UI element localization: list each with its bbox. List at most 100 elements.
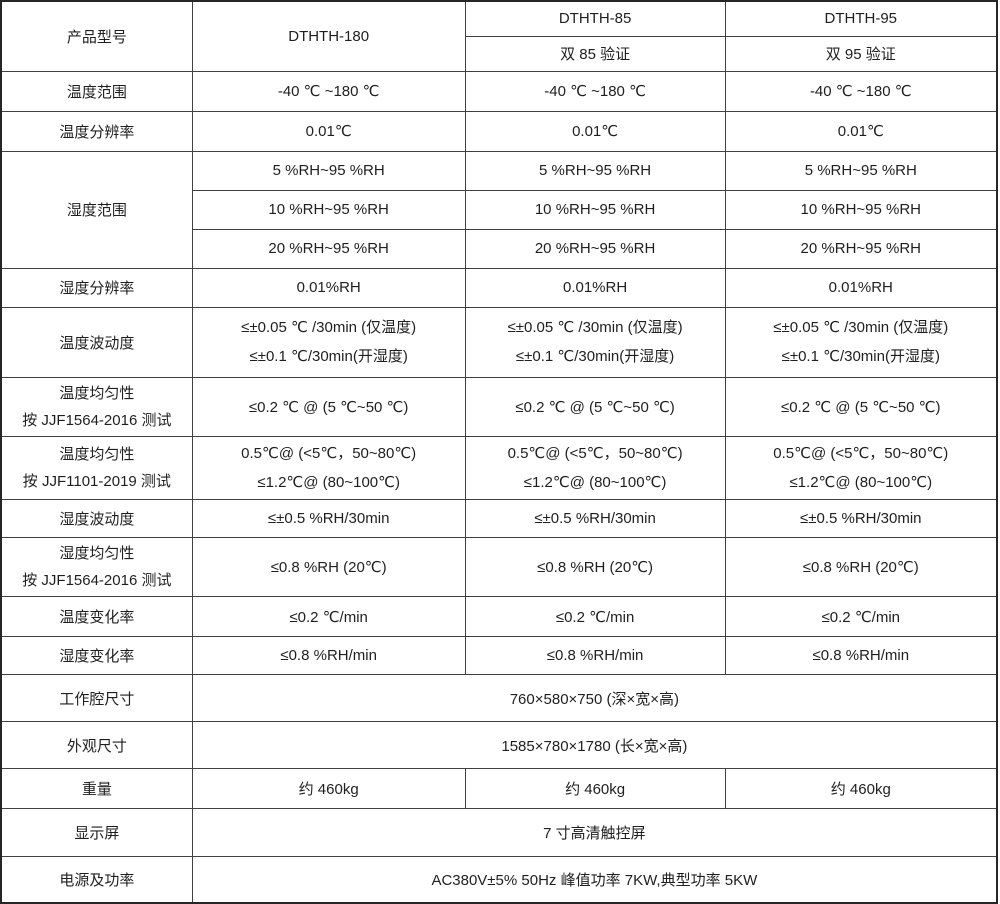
cell-humidity-uniformity-3: ≤0.8 %RH (20℃)	[724, 537, 998, 597]
row-humidity-change-rate: 湿度变化率 ≤0.8 %RH/min ≤0.8 %RH/min ≤0.8 %RH…	[0, 636, 998, 675]
row-temp-uniformity-1564: 温度均匀性 按 JJF1564-2016 测试 ≤0.2 ℃ @ (5 ℃~50…	[0, 376, 998, 437]
row-temp-fluctuation: 温度波动度 ≤±0.05 ℃ /30min (仅温度) ≤±0.1 ℃/30mi…	[0, 306, 998, 378]
cell-temp-change-rate-1: ≤0.2 ℃/min	[191, 596, 466, 637]
row-humidity-uniformity: 湿度均匀性 按 JJF1564-2016 测试 ≤0.8 %RH (20℃) ≤…	[0, 537, 998, 597]
cell-temp-uniformity-1564-2: ≤0.2 ℃ @ (5 ℃~50 ℃)	[464, 376, 726, 437]
cell-temp-fluctuation-2: ≤±0.05 ℃ /30min (仅温度) ≤±0.1 ℃/30min(开湿度)	[464, 306, 726, 378]
header-model-dthth95: DTHTH-95	[724, 0, 998, 37]
label-humidity-range: 湿度范围	[0, 150, 193, 269]
temp-uniformity-1101-label-line2: 按 JJF1101-2019 测试	[22, 472, 171, 490]
row-external-size: 外观尺寸 1585×780×1780 (长×宽×高)	[0, 721, 998, 769]
cell-humidity-resolution-3: 0.01%RH	[724, 267, 998, 308]
cell-humidity-range-r3c3: 20 %RH~95 %RH	[724, 228, 998, 269]
humidity-uniformity-label-line1: 湿度均匀性	[59, 545, 135, 562]
cell-humidity-fluctuation-3: ≤±0.5 %RH/30min	[724, 499, 998, 538]
label-temp-fluctuation: 温度波动度	[0, 306, 193, 378]
label-temp-range: 温度范围	[0, 70, 193, 112]
header-product-model: 产品型号	[0, 0, 193, 72]
row-weight: 重量 约 460kg 约 460kg 约 460kg	[0, 768, 998, 809]
temp-uniformity-1564-label-line2: 按 JJF1564-2016 测试	[22, 411, 172, 429]
cell-temp-uniformity-1101-1: 0.5℃@ (<5℃，50~80℃) ≤1.2℃@ (80~100℃)	[191, 435, 466, 500]
cell-temp-change-rate-2: ≤0.2 ℃/min	[464, 596, 726, 637]
label-temp-resolution: 温度分辨率	[0, 110, 193, 152]
cell-temp-uniformity-1564-3: ≤0.2 ℃ @ (5 ℃~50 ℃)	[724, 376, 998, 437]
temp-fluctuation-3-line1: ≤±0.05 ℃ /30min (仅温度)	[773, 318, 949, 336]
cell-humidity-uniformity-2: ≤0.8 %RH (20℃)	[464, 537, 726, 597]
cell-temp-fluctuation-1: ≤±0.05 ℃ /30min (仅温度) ≤±0.1 ℃/30min(开湿度)	[191, 306, 466, 378]
label-humidity-fluctuation: 湿度波动度	[0, 499, 193, 538]
cell-temp-uniformity-1101-2: 0.5℃@ (<5℃，50~80℃) ≤1.2℃@ (80~100℃)	[464, 435, 726, 500]
cell-temp-range-2: -40 ℃ ~180 ℃	[464, 70, 726, 112]
row-display: 显示屏 7 寸高清触控屏	[0, 808, 998, 857]
temp-fluctuation-2-line2: ≤±0.1 ℃/30min(开湿度)	[515, 348, 675, 365]
temp-fluctuation-1-line1: ≤±0.05 ℃ /30min (仅温度)	[241, 318, 417, 336]
cell-humidity-resolution-2: 0.01%RH	[464, 267, 726, 308]
label-display: 显示屏	[0, 808, 193, 857]
label-temp-change-rate: 温度变化率	[0, 596, 193, 637]
row-power: 电源及功率 AC380V±5% 50Hz 峰值功率 7KW,典型功率 5KW	[0, 856, 998, 903]
temp-fluctuation-1-line2: ≤±0.1 ℃/30min(开湿度)	[249, 348, 408, 365]
header-cert-95: 双 95 验证	[724, 35, 998, 72]
row-humidity-range-3: 20 %RH~95 %RH 20 %RH~95 %RH 20 %RH~95 %R…	[1, 228, 998, 269]
cell-humidity-uniformity-1: ≤0.8 %RH (20℃)	[191, 537, 466, 597]
label-humidity-change-rate: 湿度变化率	[0, 636, 193, 675]
cell-chamber-size: 760×580×750 (深×宽×高)	[191, 674, 998, 722]
temp-uniformity-1564-label-line1: 温度均匀性	[59, 384, 135, 402]
cell-humidity-range-r1c1: 5 %RH~95 %RH	[191, 150, 466, 191]
cell-power: AC380V±5% 50Hz 峰值功率 7KW,典型功率 5KW	[191, 856, 998, 903]
cell-temp-change-rate-3: ≤0.2 ℃/min	[724, 596, 998, 637]
cell-temp-range-1: -40 ℃ ~180 ℃	[191, 70, 466, 112]
cell-temp-resolution-2: 0.01℃	[464, 110, 726, 152]
label-temp-uniformity-1564: 温度均匀性 按 JJF1564-2016 测试	[0, 376, 193, 437]
temp-uniformity-1101-1-line2: ≤1.2℃@ (80~100℃)	[257, 473, 400, 491]
temp-uniformity-1101-label-line1: 温度均匀性	[59, 445, 135, 463]
cell-humidity-fluctuation-1: ≤±0.5 %RH/30min	[191, 499, 466, 538]
cell-humidity-range-r3c2: 20 %RH~95 %RH	[464, 228, 726, 269]
cell-weight-1: 约 460kg	[191, 768, 466, 809]
cell-humidity-range-r3c1: 20 %RH~95 %RH	[191, 228, 466, 269]
row-humidity-range-1: 湿度范围 5 %RH~95 %RH 5 %RH~95 %RH 5 %RH~95 …	[0, 150, 998, 269]
temp-fluctuation-2-line1: ≤±0.05 ℃ /30min (仅温度)	[507, 318, 683, 336]
label-humidity-uniformity: 湿度均匀性 按 JJF1564-2016 测试	[0, 537, 193, 597]
header-cert-85: 双 85 验证	[464, 35, 726, 72]
humidity-uniformity-label-line2: 按 JJF1564-2016 测试	[22, 572, 172, 589]
cell-humidity-range-r2c2: 10 %RH~95 %RH	[464, 189, 726, 230]
cell-external-size: 1585×780×1780 (长×宽×高)	[191, 721, 998, 769]
row-temp-uniformity-1101: 温度均匀性 按 JJF1101-2019 测试 0.5℃@ (<5℃，50~80…	[0, 435, 998, 500]
row-humidity-resolution: 湿度分辨率 0.01%RH 0.01%RH 0.01%RH	[0, 267, 998, 308]
cell-display: 7 寸高清触控屏	[191, 808, 998, 857]
temp-uniformity-1101-3-line2: ≤1.2℃@ (80~100℃)	[789, 473, 933, 491]
row-humidity-range-2: 10 %RH~95 %RH 10 %RH~95 %RH 10 %RH~95 %R…	[1, 189, 998, 230]
header-model-dthth180: DTHTH-180	[191, 0, 466, 72]
row-chamber-size: 工作腔尺寸 760×580×750 (深×宽×高)	[0, 674, 998, 722]
cell-temp-uniformity-1564-1: ≤0.2 ℃ @ (5 ℃~50 ℃)	[191, 376, 466, 437]
cell-humidity-fluctuation-2: ≤±0.5 %RH/30min	[464, 499, 726, 538]
temp-uniformity-1101-1-line1: 0.5℃@ (<5℃，50~80℃)	[241, 444, 417, 462]
cell-weight-3: 约 460kg	[724, 768, 998, 809]
label-external-size: 外观尺寸	[0, 721, 193, 769]
row-temp-resolution: 温度分辨率 0.01℃ 0.01℃ 0.01℃	[0, 110, 998, 152]
cell-temp-resolution-1: 0.01℃	[191, 110, 466, 152]
label-power: 电源及功率	[0, 856, 193, 903]
cell-temp-resolution-3: 0.01℃	[724, 110, 998, 152]
temp-fluctuation-3-line2: ≤±0.1 ℃/30min(开湿度)	[781, 348, 940, 365]
temp-uniformity-1101-2-line2: ≤1.2℃@ (80~100℃)	[523, 473, 667, 491]
cell-weight-2: 约 460kg	[464, 768, 726, 809]
label-humidity-resolution: 湿度分辨率	[0, 267, 193, 308]
cell-humidity-range-r2c1: 10 %RH~95 %RH	[191, 189, 466, 230]
cell-humidity-change-rate-2: ≤0.8 %RH/min	[464, 636, 726, 675]
cell-humidity-change-rate-3: ≤0.8 %RH/min	[724, 636, 998, 675]
header-model-dthth85: DTHTH-85	[464, 0, 726, 37]
cell-humidity-range-r1c3: 5 %RH~95 %RH	[724, 150, 998, 191]
temp-uniformity-1101-2-line1: 0.5℃@ (<5℃，50~80℃)	[507, 444, 683, 462]
cell-humidity-range-r2c3: 10 %RH~95 %RH	[724, 189, 998, 230]
row-temp-range: 温度范围 -40 ℃ ~180 ℃ -40 ℃ ~180 ℃ -40 ℃ ~18…	[0, 70, 998, 112]
cell-temp-uniformity-1101-3: 0.5℃@ (<5℃，50~80℃) ≤1.2℃@ (80~100℃)	[724, 435, 998, 500]
label-chamber-size: 工作腔尺寸	[0, 674, 193, 722]
row-humidity-fluctuation: 湿度波动度 ≤±0.5 %RH/30min ≤±0.5 %RH/30min ≤±…	[0, 499, 998, 538]
temp-uniformity-1101-3-line1: 0.5℃@ (<5℃，50~80℃)	[773, 444, 949, 462]
cell-temp-fluctuation-3: ≤±0.05 ℃ /30min (仅温度) ≤±0.1 ℃/30min(开湿度)	[724, 306, 998, 378]
label-weight: 重量	[0, 768, 193, 809]
